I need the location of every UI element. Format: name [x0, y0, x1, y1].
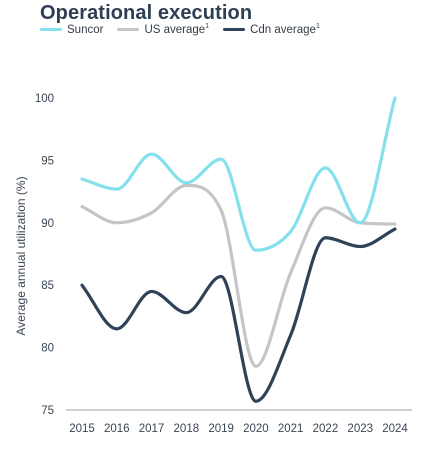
legend-label-suncor: Suncor: [67, 24, 104, 36]
page-title: Operational execution: [40, 2, 253, 24]
legend-item-suncor: Suncor: [40, 23, 103, 36]
chart-legend: Suncor US average1 Cdn average1: [40, 23, 320, 36]
series-line-suncor: [80, 96, 397, 252]
legend-item-cdn-average: Cdn average1: [223, 23, 320, 36]
y-tick-label: 95: [41, 155, 54, 167]
x-tick-label: 2024: [382, 423, 408, 435]
legend-swatch-us-average: [117, 28, 140, 31]
x-tick-label: 2019: [208, 423, 234, 435]
x-tick-label: 2015: [69, 423, 95, 435]
series-line-us-average: [80, 183, 397, 368]
series-line-cdn-average: [80, 227, 397, 403]
y-tick-label: 100: [35, 93, 54, 105]
x-tick-label: 2020: [243, 423, 269, 435]
y-tick-label: 85: [41, 280, 54, 292]
x-tick-label: 2022: [313, 423, 339, 435]
legend-sup-cdn-average: 1: [315, 23, 320, 30]
legend-label-cdn-average: Cdn average: [250, 24, 316, 36]
x-tick-label: 2023: [347, 423, 373, 435]
legend-sup-us-average: 1: [205, 23, 210, 30]
legend-label-us-average: US average: [144, 24, 206, 36]
y-tick-label: 90: [41, 218, 54, 230]
x-tick-label: 2021: [278, 423, 304, 435]
y-tick-label: 75: [41, 405, 54, 417]
x-tick-label: 2016: [104, 423, 130, 435]
x-tick-label: 2017: [139, 423, 165, 435]
x-tick-label: 2018: [174, 423, 200, 435]
y-tick-label: 80: [41, 343, 54, 355]
legend-item-us-average: US average1: [117, 23, 209, 36]
legend-swatch-cdn-average: [223, 28, 246, 31]
legend-swatch-suncor: [40, 28, 62, 31]
